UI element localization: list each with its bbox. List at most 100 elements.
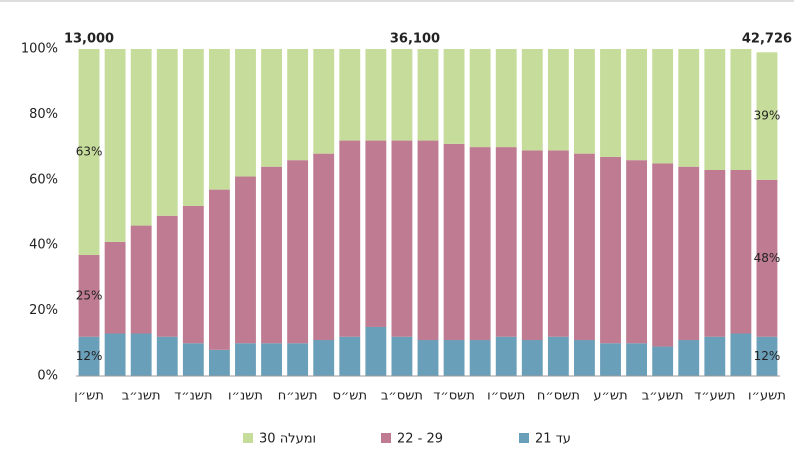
bar-segment (287, 49, 309, 161)
x-tick-label: תשע״ב (642, 389, 684, 404)
bar-segment (208, 49, 230, 190)
bar-segment (261, 343, 282, 376)
bar-segment (365, 140, 387, 327)
bar-segment (78, 255, 100, 337)
bar-segment (521, 150, 543, 341)
bar-segment (469, 147, 491, 341)
legend-label: 30 ומעלה (259, 432, 316, 447)
bar-segment (626, 49, 648, 161)
y-tick-label: 100% (21, 42, 58, 57)
y-tick-label: 20% (29, 303, 58, 318)
annotation: 13,000 (64, 32, 114, 47)
bar-segment (704, 169, 726, 337)
x-tick-label: תשס״ח (537, 389, 580, 404)
bar-segment (600, 49, 621, 157)
bar-segment (339, 336, 361, 376)
value-label: 63% (76, 145, 103, 159)
x-tick-label: תשס״ב (381, 389, 423, 404)
bar-segment (78, 49, 100, 256)
bar-segment (417, 49, 439, 141)
bar-segment (287, 160, 309, 344)
bar-segment (547, 49, 569, 151)
value-label: 12% (754, 349, 781, 363)
bar-segment (469, 340, 491, 376)
bar-segment (130, 333, 152, 376)
bar-segment (547, 150, 569, 337)
bar-segment (600, 156, 621, 344)
bar-segment (313, 153, 335, 341)
bar-segment (235, 176, 256, 344)
bar-segment (417, 140, 439, 341)
x-tick-label: תשנ״ו (228, 389, 263, 404)
bar-segment (104, 333, 126, 376)
annotation: 42,726 (742, 32, 792, 47)
legend-label: 22 - 29 (397, 432, 443, 447)
y-tick-label: 0% (37, 369, 58, 384)
x-tick-label: תשנ״ב (122, 389, 161, 404)
value-label: 48% (754, 251, 781, 265)
bar-segment (521, 340, 543, 376)
x-tick-label: תשנ״ח (278, 389, 318, 404)
bar-segment (652, 49, 674, 164)
annotation: 36,100 (390, 32, 440, 47)
y-tick-label: 60% (29, 172, 58, 187)
y-tick-label: 40% (29, 238, 58, 253)
x-tick-label: תש״ן (74, 389, 104, 404)
bar-segment (182, 205, 204, 344)
bar-segment (574, 49, 595, 154)
bar-segment (104, 241, 126, 334)
bar-segment (391, 49, 413, 141)
x-tick-label: תשע״ד (694, 389, 735, 404)
x-tick-label: תשס״ו (487, 389, 525, 404)
bar-segment (365, 49, 387, 141)
bar-segment (130, 225, 152, 334)
bar-segment (235, 49, 256, 177)
bar-segment (235, 343, 256, 376)
value-label: 39% (754, 109, 781, 123)
bar-segment (130, 49, 152, 226)
bar-segment (704, 336, 726, 376)
bar-segment (287, 343, 309, 376)
bar-segment (182, 343, 204, 376)
legend-swatch (519, 433, 529, 443)
bar-segment (678, 166, 700, 341)
bar-segment (104, 49, 126, 242)
bar-segment (78, 336, 100, 376)
bar-segment (391, 140, 413, 337)
bar-segment (652, 346, 674, 376)
bar-segment (391, 336, 413, 376)
bar-segment (704, 49, 726, 170)
legend-label: עד 21 (535, 432, 571, 447)
bar-segment (313, 49, 335, 154)
bar-segment (730, 333, 752, 376)
bar-segment (469, 49, 491, 148)
bar-segment (521, 49, 543, 151)
bar-segment (678, 49, 700, 167)
bar-segment (756, 336, 778, 376)
bar-segment (626, 343, 648, 376)
x-tick-label: תשנ״ד (174, 389, 212, 404)
x-tick-label: תשע״ו (748, 389, 786, 404)
bar-segment (756, 52, 778, 180)
bar-segment (417, 340, 439, 376)
bar-segment (261, 49, 282, 167)
x-tick-label: תש״ע (593, 389, 627, 404)
bar-segment (756, 179, 778, 337)
bar-segment (495, 147, 517, 337)
bar-segment (365, 326, 387, 376)
value-label: 25% (76, 288, 103, 302)
bar-segment (678, 340, 700, 376)
bar-segment (600, 343, 621, 376)
bar-segment (339, 140, 361, 337)
y-tick-label: 80% (29, 107, 58, 122)
legend-swatch (381, 433, 391, 443)
x-tick-label: תשס״ד (433, 389, 475, 404)
bar-segment (495, 336, 517, 376)
bar-segment (443, 340, 465, 376)
bar-segment (443, 143, 465, 341)
bar-segment (208, 189, 230, 350)
legend-swatch (243, 433, 253, 443)
bar-segment (182, 49, 204, 206)
bar-segment (574, 340, 595, 376)
